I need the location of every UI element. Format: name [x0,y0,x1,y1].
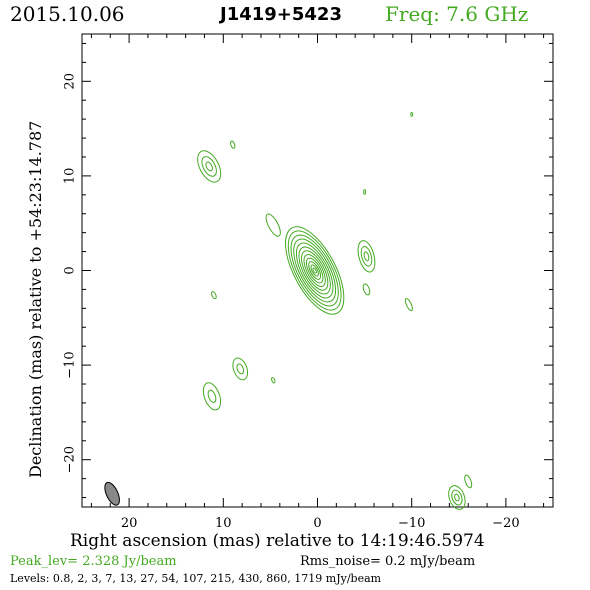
observation-date: 2015.10.06 [10,2,125,26]
rms-noise: Rms_noise= 0.2 mJy/beam [300,554,476,569]
beam-ellipse [104,481,120,506]
component-contour [270,377,276,384]
x-tick-label: 20 [121,516,138,531]
core-contour [290,234,339,307]
x-axis-label: Right ascension (mas) relative to 14:19:… [70,531,485,551]
component-contour [230,140,236,149]
x-tick-label: −20 [492,516,519,531]
core-contour [295,242,334,299]
component-contour [464,474,473,489]
peak-level: Peak_lev= 2.328 Jy/beam [10,554,177,569]
component-contour [197,150,222,183]
component-contour [362,283,371,296]
core-contour [301,250,329,291]
source-name: J1419+5423 [220,4,342,25]
component-contour [404,297,413,312]
component-contour [201,156,217,177]
axis-ticks: 20 10 0 −10 −20 20 10 0 −10 −20 [63,34,553,531]
x-tick-label: 0 [313,516,321,531]
y-tick-label: 10 [63,168,78,185]
component-contour [363,251,370,262]
component-contour [236,363,245,375]
core-contour [310,264,319,277]
component-contour [410,112,414,117]
contours [197,112,473,510]
core-contour [293,238,337,303]
y-tick-label: 0 [63,266,78,274]
component-contour [451,489,463,506]
y-tick-label: −20 [63,446,78,473]
component-contour [205,161,213,172]
core-contour [298,246,331,295]
core-contour [287,230,342,311]
component-contour [363,189,367,195]
core-contour [305,257,324,284]
core-contour [312,267,317,274]
core-contour [285,226,345,315]
beam [104,481,120,506]
component-contour [211,291,217,300]
y-tick-label: 20 [63,73,78,90]
component-contour [232,357,249,381]
y-tick-label: −10 [63,351,78,378]
component-contour [202,382,222,411]
core-contour [308,261,322,280]
frequency-label: Freq: 7.6 GHz [385,2,529,26]
x-tick-label: 10 [215,516,232,531]
component-contour [454,493,460,502]
x-tick-label: −10 [398,516,425,531]
contour-levels: Levels: 0.8, 2, 3, 7, 13, 27, 54, 107, 2… [10,572,382,585]
component-contour [207,389,217,403]
component-contour [357,240,376,273]
core-contour [303,254,326,287]
y-axis-label: Declination (mas) relative to +54:23:14.… [26,120,45,478]
component-contour [448,485,466,510]
component-contour [360,245,373,267]
component-contour [265,213,281,237]
